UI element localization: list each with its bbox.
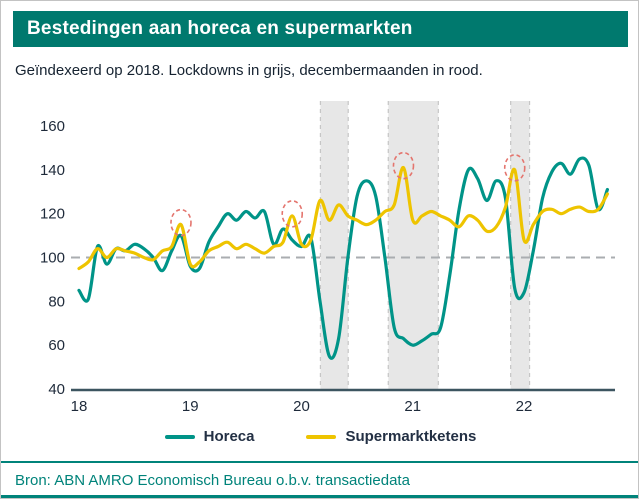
source-note: Bron: ABN AMRO Economisch Bureau o.b.v. … [15, 472, 410, 489]
december-marker [281, 200, 304, 228]
december-marker [503, 154, 526, 182]
chart-subtitle: Geïndexeerd op 2018. Lockdowns in grijs,… [15, 62, 483, 79]
x-tick-label: 22 [516, 398, 533, 415]
chart-canvas: 40 60 80 100 120 140 160 18 19 20 21 22 [40, 101, 615, 415]
x-tick-label: 19 [182, 398, 199, 415]
x-tick-label: 20 [293, 398, 310, 415]
legend-label-supermarktketens: Supermarktketens [345, 428, 477, 445]
legend-item-horeca: Horeca [164, 428, 255, 445]
y-tick-label: 40 [48, 381, 65, 398]
horeca-line [77, 156, 609, 360]
y-tick-label: 60 [48, 337, 65, 354]
y-tick-label: 120 [40, 206, 65, 223]
lockdown-band-3 [510, 101, 530, 389]
page-title: Bestedingen aan horeca en supermarkten [27, 18, 413, 39]
title-bar: Bestedingen aan horeca en supermarkten [13, 11, 628, 47]
lockdown-band-2 [388, 101, 439, 389]
legend-item-supermarktketens: Supermarktketens [306, 428, 476, 445]
y-tick-label: 140 [40, 162, 65, 179]
chart-legend: Horeca Supermarktketens [1, 428, 638, 445]
y-tick-label: 100 [40, 250, 65, 267]
footer-divider [1, 461, 638, 463]
y-tick-label: 160 [40, 118, 65, 135]
horeca-line-swatch [164, 434, 195, 439]
december-marker [392, 151, 415, 180]
lockdown-band-1 [320, 101, 349, 389]
x-tick-label: 18 [71, 398, 88, 415]
december-marker [170, 208, 192, 237]
supermarktketens-line-swatch [306, 434, 337, 439]
y-tick-label: 80 [48, 293, 65, 310]
x-tick-label: 21 [404, 398, 421, 415]
legend-label-horeca: Horeca [203, 428, 255, 445]
bottom-border-accent [1, 495, 638, 498]
supermarktketens-line [77, 165, 609, 271]
